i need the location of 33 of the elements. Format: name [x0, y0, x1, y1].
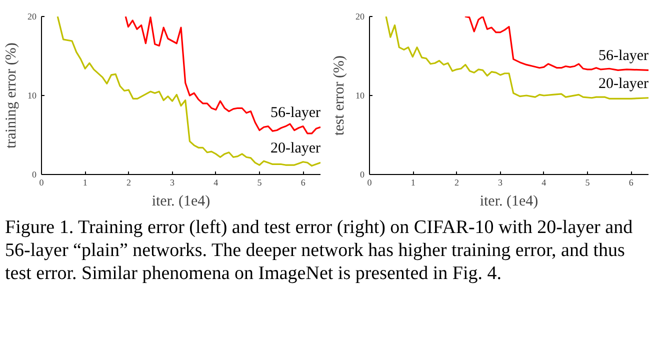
x-tick-label: 5 — [585, 178, 590, 188]
line-series — [385, 16, 648, 100]
y-tick-label: 20 — [28, 12, 37, 22]
series-label: 20-layer — [598, 76, 649, 92]
line-series — [124, 16, 320, 134]
y-tick-label: 20 — [356, 12, 365, 22]
series-label: 20-layer — [270, 140, 321, 157]
x-axis-title: iter. (1e4) — [152, 194, 210, 210]
x-tick-label: 1 — [410, 178, 416, 188]
caption: Figure 1. Training error (left) and test error (right) on CIFAR-10 with 20-layer and 56-layer “plain” networks. The deeper network has higher training error, and thus test error. Similar phenomena on ImageNet is presented in Fig. 4. — [5, 217, 634, 286]
y-axis-title: test error (%) — [332, 56, 348, 136]
series-label: 56-layer — [598, 48, 649, 64]
x-tick-label: 3 — [498, 178, 504, 188]
y-tick-label: 10 — [28, 90, 37, 100]
x-tick-label: 2 — [126, 178, 131, 188]
x-tick-label: 3 — [170, 178, 176, 188]
y-axis-title: training error (%) — [4, 42, 20, 148]
x-tick-label: 6 — [628, 178, 634, 188]
y-tick-label: 10 — [356, 90, 365, 100]
x-tick-label: 0 — [367, 178, 372, 188]
line-series — [464, 16, 648, 72]
x-tick-label: 5 — [257, 178, 262, 188]
x-tick-label: 2 — [454, 178, 459, 188]
series-label: 56-layer — [270, 105, 321, 122]
x-tick-label: 4 — [542, 178, 547, 188]
x-tick-label: 6 — [300, 178, 306, 188]
y-tick-label: 0 — [360, 170, 365, 180]
x-axis-title: iter. (1e4) — [480, 194, 538, 210]
y-tick-label: 0 — [32, 170, 37, 180]
line-series — [56, 16, 320, 167]
x-tick-label: 1 — [82, 178, 88, 188]
x-tick-label: 4 — [214, 178, 219, 188]
x-tick-label: 0 — [39, 178, 44, 188]
